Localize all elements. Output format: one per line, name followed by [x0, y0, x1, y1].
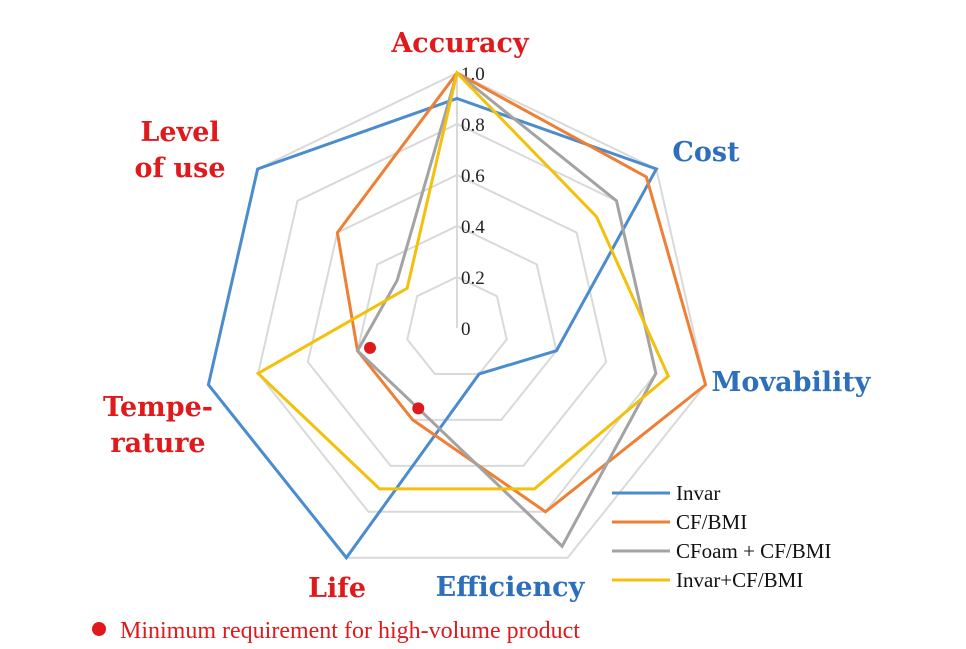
tick-label: 0.4	[461, 217, 485, 238]
axis-label: Life	[308, 573, 366, 604]
axis-label: Movability	[712, 367, 872, 398]
axis-label: Tempe-rature	[103, 392, 213, 459]
series-line-invar-cf-bmi	[255, 69, 671, 491]
axis-label: Cost	[672, 137, 740, 168]
grid-ring-2	[356, 224, 558, 421]
tick-label: 0.6	[461, 166, 485, 187]
grid-ring-3	[306, 173, 608, 467]
series-line-invar	[206, 96, 659, 561]
min-requirement-points	[363, 341, 425, 415]
min-requirement-point	[363, 341, 376, 354]
tick-label: 0.2	[461, 268, 485, 289]
chart-note: Minimum requirement for high-volume prod…	[92, 618, 580, 644]
axis-label: Accuracy	[390, 28, 530, 59]
axis-label: Level of use	[134, 117, 225, 184]
radar-axis-labels: Accuracy Cost Movability Efficiency Life Temp…	[103, 28, 872, 604]
radar-series-group	[206, 69, 708, 561]
tick-label: 0	[461, 319, 471, 340]
grid-ring-1	[406, 275, 508, 375]
note-dot	[92, 622, 106, 636]
legend-label: CF/BMI	[676, 510, 747, 534]
legend-label: Invar+CF/BMI	[676, 568, 803, 592]
axis-label: Efficiency	[436, 572, 586, 603]
radar-tick-labels: 00.20.40.60.81.0	[461, 64, 485, 340]
legend-label: Invar	[676, 481, 720, 505]
chart-legend: Invar CF/BMI CFoam + CF/BMI Invar+CF/BMI	[612, 481, 831, 592]
min-requirement-point	[412, 402, 425, 415]
tick-label: 0.8	[461, 115, 485, 136]
legend-label: CFoam + CF/BMI	[676, 539, 831, 563]
note-text: Minimum requirement for high-volume prod…	[120, 618, 580, 644]
series-line-cfoam-cf-bmi	[355, 70, 658, 549]
